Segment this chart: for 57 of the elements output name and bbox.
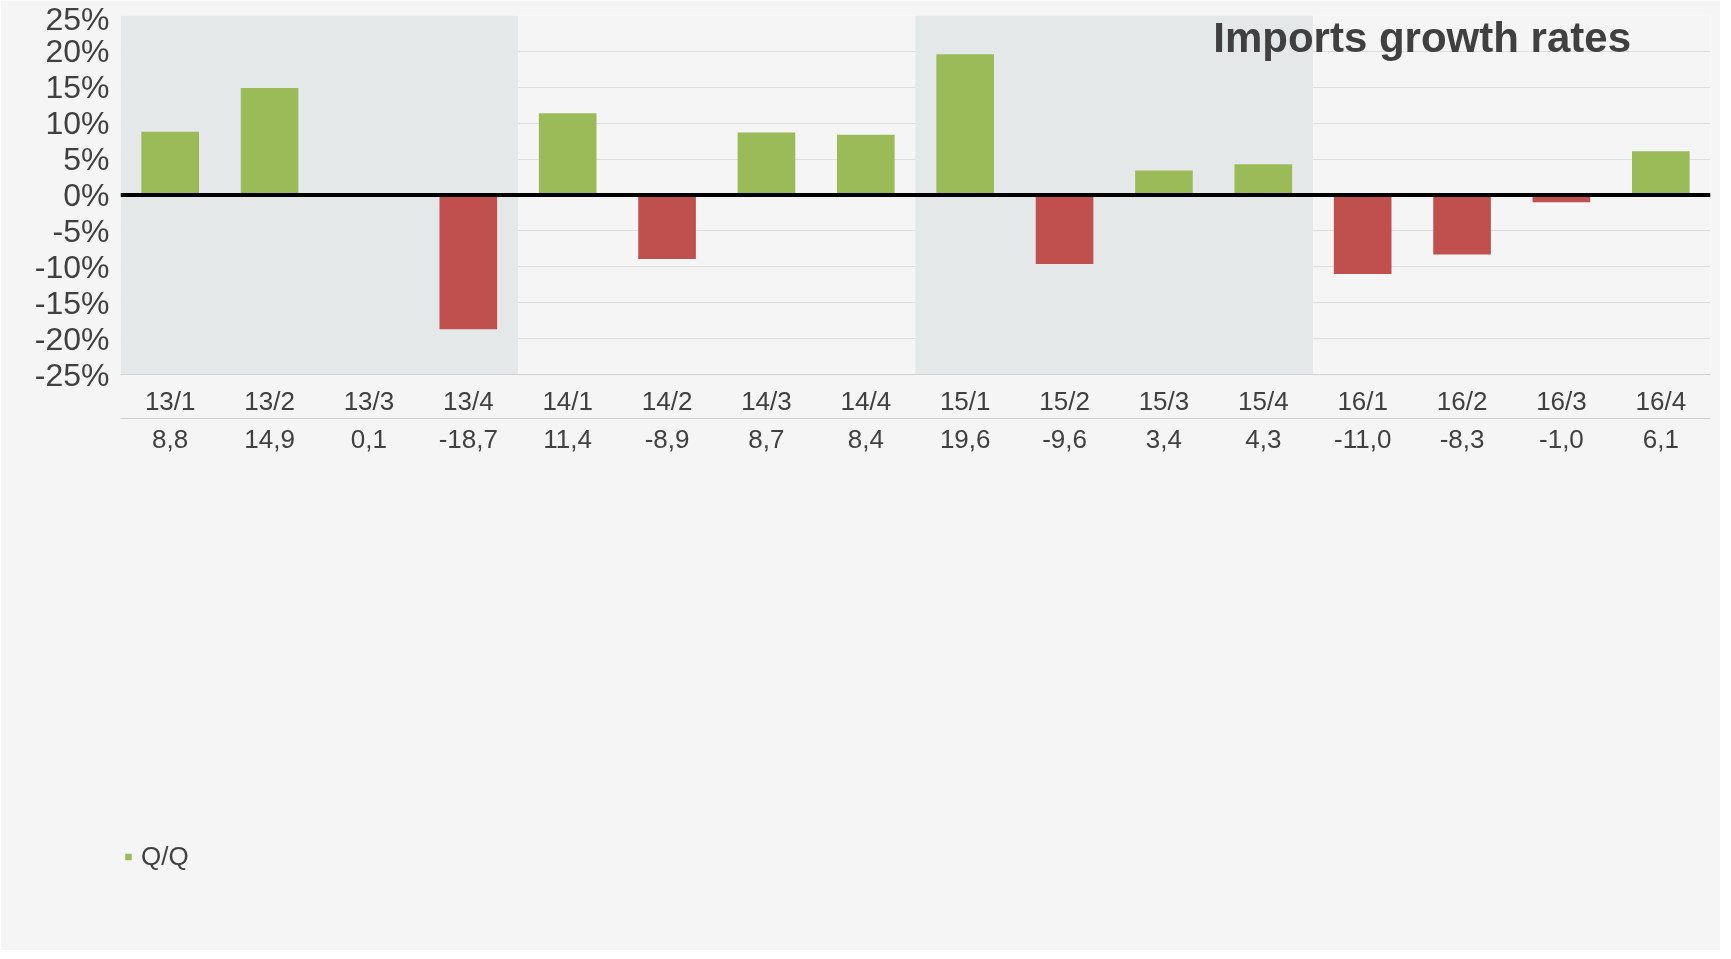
x-tick-label: 15/1 <box>939 385 991 416</box>
bar <box>141 131 200 195</box>
x-tick-label: 16/4 <box>1635 385 1687 416</box>
bar <box>1135 170 1193 195</box>
data-label: -9,6 <box>1042 423 1087 454</box>
bar <box>638 195 696 259</box>
bar <box>1234 164 1293 195</box>
bar <box>1035 195 1094 264</box>
data-label: 19,6 <box>939 423 991 454</box>
data-label: 11,4 <box>543 423 593 454</box>
x-tick-label: 13/1 <box>144 385 196 416</box>
data-label: -8,9 <box>644 423 690 454</box>
bar <box>1333 195 1392 274</box>
data-label: 8,8 <box>152 423 189 454</box>
y-tick-label: -20% <box>34 320 110 357</box>
y-tick-label: -5% <box>52 212 110 249</box>
bar <box>439 195 498 330</box>
x-tick-label: 14/2 <box>641 385 693 416</box>
x-tick-label: 16/3 <box>1536 385 1587 416</box>
data-label: 8,4 <box>847 423 884 454</box>
bar <box>936 54 995 195</box>
x-tick-label: 15/2 <box>1039 385 1090 416</box>
data-label: -8,3 <box>1439 423 1485 454</box>
x-tick-label: 13/3 <box>343 385 395 416</box>
x-tick-label: 16/2 <box>1436 385 1488 416</box>
x-tick-label: 15/4 <box>1238 385 1289 416</box>
bar <box>1631 151 1690 195</box>
bar <box>836 134 895 195</box>
x-tick-label: 13/2 <box>244 385 295 416</box>
y-tick-label: -10% <box>34 248 110 285</box>
bar <box>1433 195 1491 255</box>
data-label: 0,1 <box>350 423 388 454</box>
data-label: 4,3 <box>1245 423 1282 454</box>
y-tick-label: -25% <box>34 356 110 393</box>
y-tick-label: 0% <box>63 177 110 213</box>
y-tick-label: 5% <box>63 141 110 178</box>
bar <box>240 88 299 195</box>
data-label: 3,4 <box>1145 423 1183 454</box>
y-tick-label: 15% <box>45 69 110 106</box>
bar <box>737 132 796 195</box>
data-label: -11,0 <box>1334 423 1392 454</box>
chart-title: Imports growth rates <box>1213 13 1632 61</box>
bar <box>538 113 597 195</box>
x-tick-label: 14/4 <box>840 385 892 416</box>
y-tick-label: -15% <box>34 284 110 321</box>
x-tick-label: 16/1 <box>1337 385 1388 416</box>
x-tick-label: 14/1 <box>542 385 593 416</box>
legend-label: Q/Q <box>141 840 189 872</box>
x-tick-label: 13/4 <box>443 385 494 416</box>
data-label: 14,9 <box>244 423 295 454</box>
y-tick-label: 10% <box>45 105 110 142</box>
x-tick-label: 15/3 <box>1138 385 1190 416</box>
x-tick-label: 14/3 <box>741 385 792 416</box>
data-label: -18,7 <box>438 423 498 454</box>
data-label: 6,1 <box>1642 423 1679 454</box>
data-label: -1,0 <box>1539 423 1584 454</box>
data-label: 8,7 <box>748 423 785 454</box>
